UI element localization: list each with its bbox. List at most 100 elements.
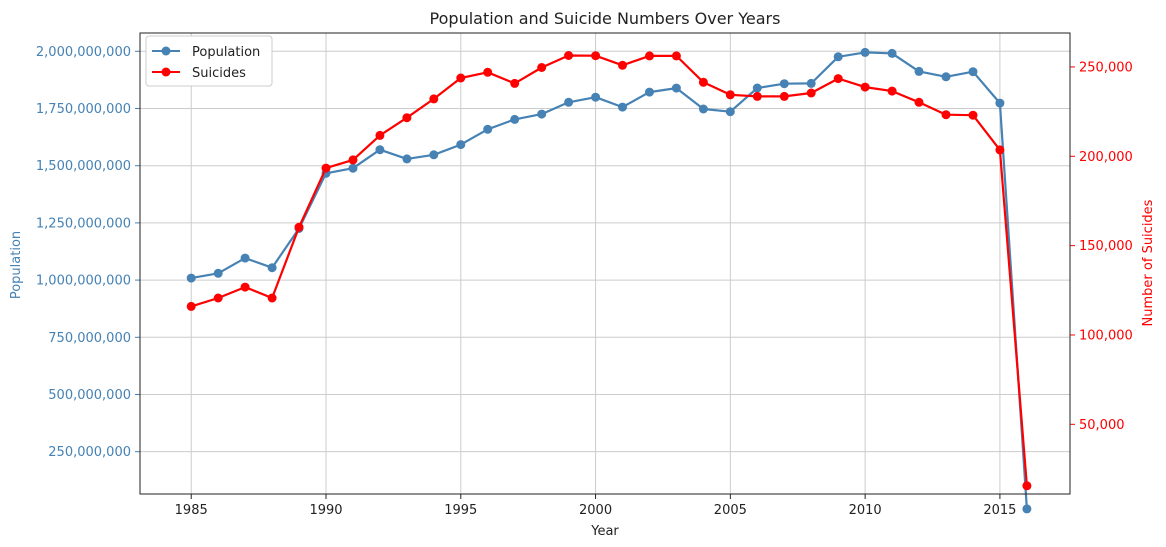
y-left-tick-label: 1,750,000,000 [36, 102, 131, 117]
suicides-point [968, 110, 978, 120]
population-point [375, 145, 385, 155]
suicides-point [645, 51, 654, 61]
population-point [779, 79, 789, 89]
population-point [914, 66, 924, 76]
population-point [806, 78, 816, 88]
y-left-tick-label: 1,250,000,000 [36, 216, 131, 231]
population-series [186, 47, 1032, 514]
x-tick-label: 2005 [714, 503, 747, 518]
suicides-point [941, 110, 951, 120]
population-point [698, 104, 708, 114]
population-point [564, 97, 574, 107]
suicides-point [591, 51, 601, 61]
population-point [941, 72, 951, 82]
population-point [860, 47, 870, 57]
suicides-point [564, 51, 574, 60]
population-point [725, 107, 735, 117]
x-tick-label: 1985 [175, 503, 208, 518]
population-point [645, 87, 654, 97]
suicides-point [186, 301, 196, 311]
suicides-point [240, 282, 250, 292]
population-point [186, 273, 196, 283]
suicides-point [914, 97, 924, 107]
suicides-point [1022, 481, 1032, 491]
suicides-point [698, 77, 708, 87]
y-right-axis-title: Number of Suicides [1141, 199, 1156, 326]
population-point [213, 268, 223, 278]
chart-title: Population and Suicide Numbers Over Year… [430, 9, 781, 28]
legend: Population Suicides [145, 35, 273, 87]
suicides-point [779, 91, 789, 101]
series-layer [186, 47, 1032, 514]
suicides-point [537, 63, 547, 72]
plot-frame [139, 32, 1071, 495]
population-point [887, 48, 897, 58]
legend-suicides-marker [161, 67, 171, 77]
population-point [1022, 504, 1032, 514]
x-tick-label: 1995 [444, 503, 477, 518]
population-line [191, 51, 1028, 509]
suicides-point [267, 293, 277, 303]
suicides-point [483, 67, 493, 77]
suicides-point [833, 74, 843, 84]
population-point [752, 83, 762, 93]
suicides-point [995, 145, 1005, 155]
population-point [995, 98, 1005, 108]
population-point [267, 263, 277, 273]
suicides-point [456, 73, 466, 83]
suicides-point [510, 78, 520, 88]
population-point [537, 109, 547, 119]
x-tick-label: 2015 [983, 503, 1016, 518]
y-left-tick-label: 1,500,000,000 [36, 159, 131, 174]
axes-layer: 1985 1990 1995 2000 2005 2010 2015 250,000,000 5… [36, 32, 1133, 518]
suicides-point [671, 51, 681, 61]
y-right-tick-label: 50,000 [1079, 418, 1125, 433]
y-right-tick-label: 250,000 [1079, 60, 1133, 75]
population-point [348, 163, 358, 173]
suicides-point [725, 90, 735, 100]
x-tick-label: 1990 [309, 503, 342, 518]
y-left-tick-label: 250,000,000 [48, 445, 131, 460]
y-right-tick-label: 200,000 [1079, 150, 1133, 165]
y-right-tick-label: 100,000 [1079, 328, 1133, 343]
y-left-tick-label: 500,000,000 [48, 388, 131, 403]
y-left-tick-label: 1,000,000,000 [36, 274, 131, 289]
suicides-point [375, 130, 385, 140]
population-point [591, 92, 601, 102]
suicides-point [806, 88, 816, 98]
x-axis-title: Year [590, 524, 619, 539]
suicides-point [348, 155, 358, 165]
y-right-tick-label: 150,000 [1079, 239, 1133, 254]
population-point [429, 150, 439, 160]
legend-population-marker [161, 46, 171, 56]
x-tick-label: 2000 [579, 503, 612, 518]
legend-population-label: Population [192, 45, 260, 60]
suicides-point [618, 60, 627, 70]
population-point [968, 67, 978, 77]
suicides-point [213, 293, 223, 303]
suicides-line [190, 54, 1028, 486]
legend-frame [145, 35, 273, 87]
grid-layer [140, 33, 1070, 494]
population-point [671, 83, 681, 93]
suicides-point [321, 163, 331, 173]
population-point [483, 124, 493, 134]
suicides-point [887, 86, 897, 96]
y-left-tick-label: 750,000,000 [48, 331, 131, 346]
suicides-series [186, 51, 1032, 491]
suicides-point [429, 94, 439, 104]
population-point [240, 253, 250, 263]
population-point [833, 52, 843, 62]
suicides-point [860, 82, 870, 92]
legend-suicides-label: Suicides [192, 66, 246, 81]
y-left-tick-label: 2,000,000,000 [36, 45, 131, 60]
population-point [456, 140, 466, 150]
suicides-point [752, 91, 762, 101]
y-left-axis-title: Population [9, 231, 24, 299]
x-tick-label: 2010 [849, 503, 882, 518]
suicides-point [294, 222, 304, 232]
population-point [510, 114, 520, 124]
suicides-point [402, 113, 412, 123]
